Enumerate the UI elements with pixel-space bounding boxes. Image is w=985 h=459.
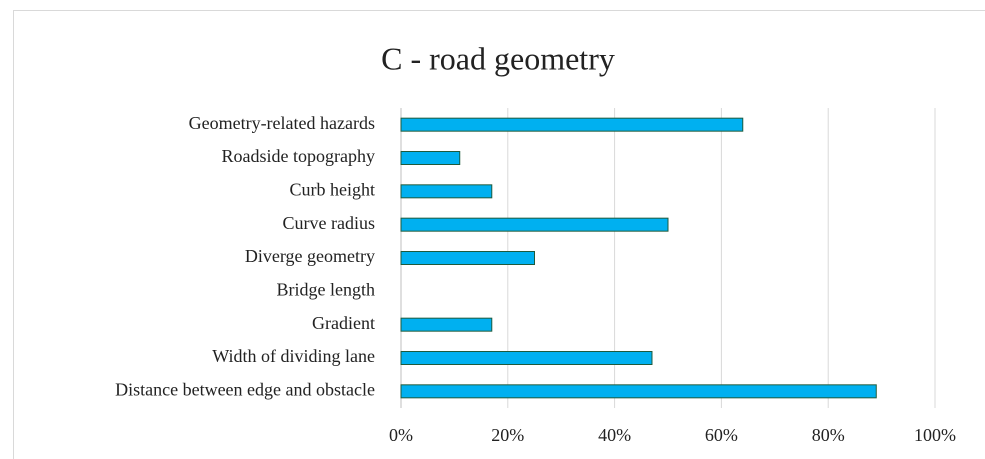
bar [400,217,669,232]
chart-title: C - road geometry [381,40,615,76]
y-tick-label: Roadside topography [222,146,375,166]
y-tick-label: Curb height [290,179,376,199]
chart-frame [13,10,985,459]
bar [400,184,493,199]
y-tick-label: Distance between edge and obstacle [115,379,375,399]
y-tick-label: Curve radius [283,213,375,233]
x-tick-label: 80% [812,425,845,445]
y-tick-label: Diverge geometry [245,246,375,266]
bar [400,384,877,399]
x-tick-label: 60% [705,425,738,445]
x-tick-label: 40% [598,425,631,445]
bar [400,251,535,265]
y-tick-label: Bridge length [277,279,375,299]
bar [400,351,653,365]
bar [400,117,744,132]
bar [400,151,461,165]
y-tick-label: Geometry-related hazards [189,113,375,133]
y-tick-label: Width of dividing lane [212,346,375,366]
x-tick-label: 0% [389,425,413,445]
x-tick-label: 20% [491,425,524,445]
bar [400,317,493,332]
x-tick-label: 100% [914,425,956,445]
y-tick-label: Gradient [312,313,375,333]
